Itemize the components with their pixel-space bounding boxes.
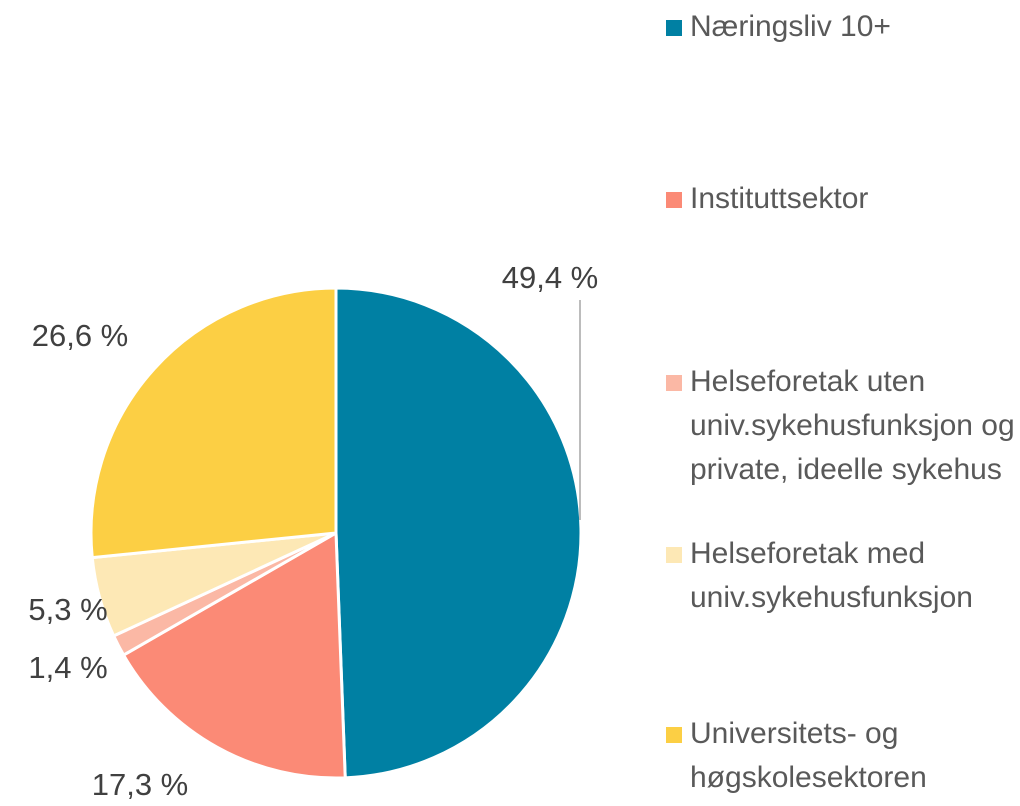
data-label: 1,4 % (28, 650, 107, 685)
pie-slice (89, 286, 338, 560)
data-label: 17,3 % (92, 767, 189, 802)
legend-swatch (666, 727, 682, 743)
legend-label: Helseforetak med univ.sykehusfunksjon (690, 537, 973, 614)
data-label: 49,4 % (502, 260, 599, 295)
legend-label: Næringsliv 10+ (690, 10, 891, 43)
legend-label: Helseforetak uten univ.sykehusfunksjon o… (690, 365, 1015, 486)
legend-swatch (666, 20, 682, 36)
legend-swatch (666, 192, 682, 208)
legend-swatch (666, 375, 682, 391)
legend-label: Universitets- og høgskolesektoren (690, 717, 927, 794)
pie-slice (121, 530, 347, 780)
data-label: 26,6 % (32, 318, 129, 353)
pie-slice (334, 286, 583, 780)
legend-swatch (666, 547, 682, 563)
legend-label: Instituttsektor (690, 182, 869, 215)
data-label: 5,3 % (28, 592, 107, 627)
